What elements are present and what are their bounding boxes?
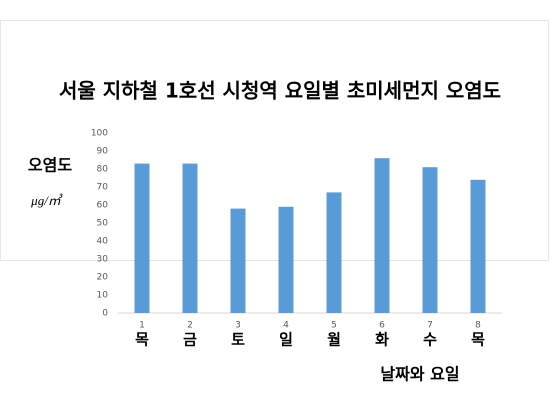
x-day-label: 목 — [471, 331, 485, 349]
x-day-label: 월 — [327, 331, 341, 349]
y-tick-label: 30 — [97, 255, 109, 265]
bar — [374, 158, 390, 313]
bar — [422, 167, 438, 313]
x-tick-label: 3 — [235, 321, 241, 331]
x-axis-label: 날짜와 요일 — [380, 365, 459, 384]
y-tick-label: 0 — [102, 309, 108, 319]
x-tick-label: 8 — [475, 321, 481, 331]
x-tick-label: 4 — [283, 321, 289, 331]
y-tick-label: 100 — [91, 129, 108, 139]
x-tick-label: 1 — [139, 321, 145, 331]
y-tick-label: 50 — [97, 219, 109, 229]
y-tick-label: 80 — [97, 165, 109, 175]
y-tick-label: 10 — [97, 291, 109, 301]
bar — [182, 163, 198, 313]
x-tick-label: 5 — [331, 321, 337, 331]
y-tick-label: 20 — [97, 273, 109, 283]
x-day-label: 일 — [279, 331, 293, 349]
y-tick-label: 40 — [97, 237, 109, 247]
bar — [134, 163, 150, 313]
x-day-label: 목 — [135, 331, 149, 349]
chart-frame — [0, 20, 549, 261]
x-tick-label: 2 — [187, 321, 193, 331]
x-day-label: 토 — [231, 331, 245, 349]
bar — [230, 208, 246, 313]
x-day-label: 수 — [423, 331, 437, 349]
x-day-label: 화 — [375, 331, 389, 349]
x-tick-label: 6 — [379, 321, 385, 331]
y-axis-label: 오염도 — [28, 156, 72, 175]
bar — [470, 179, 486, 313]
y-tick-label: 60 — [97, 201, 109, 211]
y-tick-label: 90 — [97, 147, 109, 157]
bar — [326, 192, 342, 313]
chart-title: 서울 지하철 1호선 시청역 요일별 초미세먼지 오염도 — [59, 79, 501, 103]
y-axis-unit: μg/㎥ — [30, 193, 63, 208]
y-tick-label: 70 — [97, 183, 109, 193]
bar — [278, 206, 294, 313]
x-tick-label: 7 — [427, 321, 433, 331]
x-day-label: 금 — [183, 331, 197, 349]
